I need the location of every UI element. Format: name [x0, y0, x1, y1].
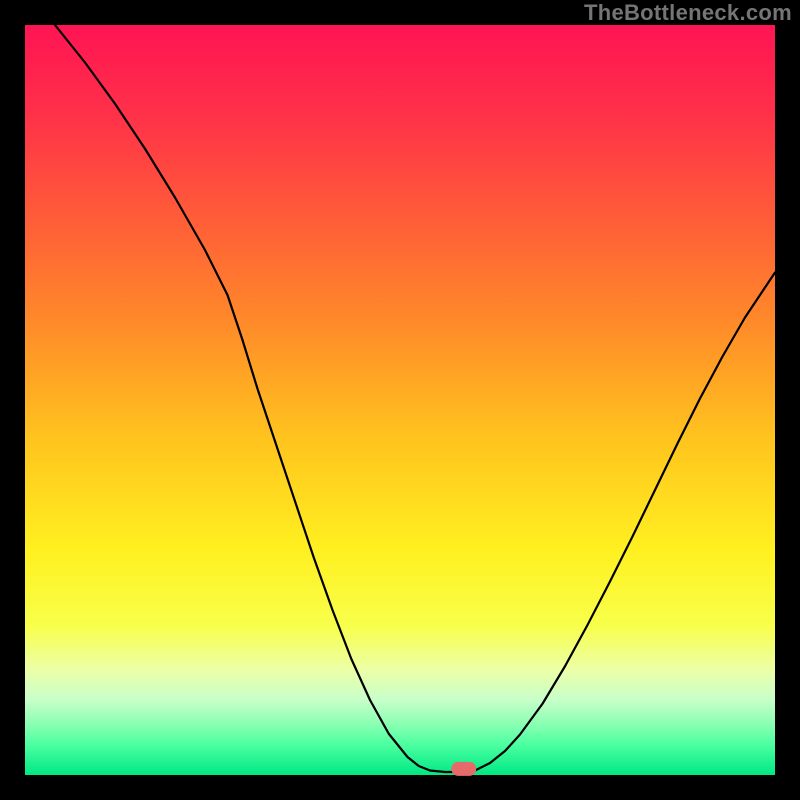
attribution-text: TheBottleneck.com — [584, 0, 792, 26]
bottleneck-plot — [25, 25, 775, 775]
chart-frame: TheBottleneck.com — [0, 0, 800, 800]
optimal-marker — [451, 762, 477, 776]
